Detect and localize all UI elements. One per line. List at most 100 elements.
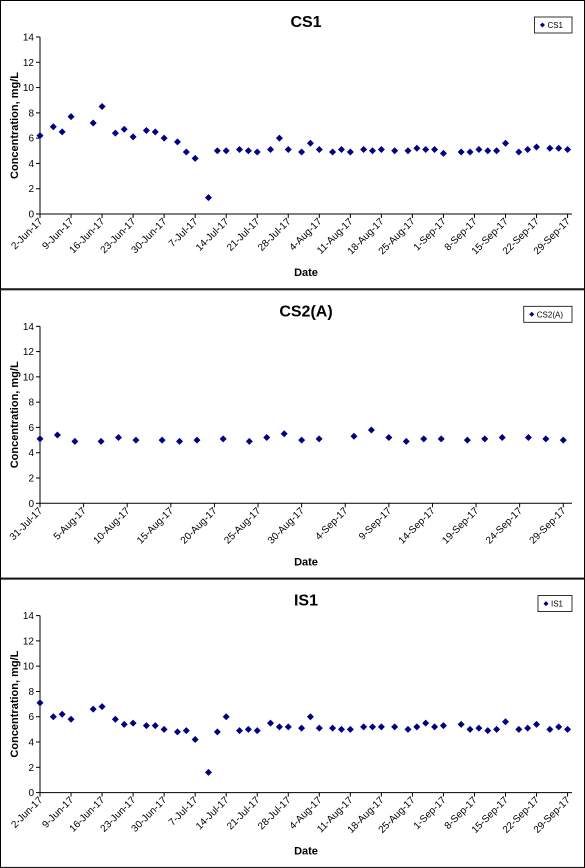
data-point <box>524 146 532 154</box>
y-tick-label: 6 <box>28 712 34 723</box>
data-point <box>98 103 106 111</box>
data-point <box>515 725 523 733</box>
y-tick-label: 8 <box>28 687 34 698</box>
data-point <box>97 437 105 445</box>
data-point <box>360 146 368 154</box>
legend-marker <box>529 311 535 317</box>
panel-border <box>0 578 585 868</box>
data-point <box>367 426 375 434</box>
legend-label: CS2(A) <box>537 310 564 319</box>
data-point <box>219 435 227 443</box>
data-point <box>431 146 439 154</box>
data-point <box>502 718 509 726</box>
data-point <box>114 434 122 442</box>
data-point <box>142 127 150 135</box>
y-tick-label: 0 <box>28 499 34 510</box>
panel-border <box>0 289 585 579</box>
data-point <box>493 147 501 155</box>
data-point <box>173 728 181 736</box>
legend-box <box>534 16 573 34</box>
data-point <box>280 430 288 438</box>
data-point <box>498 434 506 442</box>
data-point <box>182 727 190 735</box>
data-point <box>346 725 354 733</box>
data-point <box>244 147 252 155</box>
data-point <box>533 143 541 151</box>
legend-label: IS1 <box>551 600 564 609</box>
data-point <box>98 703 106 711</box>
y-tick-label: 8 <box>28 398 34 409</box>
data-point <box>253 727 261 735</box>
data-point <box>493 725 501 733</box>
data-point <box>120 125 128 133</box>
data-point <box>173 138 181 146</box>
data-point <box>457 720 465 728</box>
data-point <box>284 146 292 154</box>
y-tick-label: 0 <box>28 788 34 799</box>
data-point <box>275 134 283 142</box>
data-point <box>524 434 532 442</box>
data-point <box>475 724 483 732</box>
data-point <box>475 146 483 154</box>
data-point <box>182 148 190 156</box>
data-point <box>245 437 253 445</box>
data-point <box>142 722 150 730</box>
y-tick-label: 10 <box>23 662 35 673</box>
data-point <box>58 128 66 136</box>
legend-box <box>523 305 573 323</box>
legend-box <box>537 595 573 612</box>
data-point <box>191 154 199 162</box>
data-point <box>564 146 572 154</box>
data-point <box>555 723 563 731</box>
y-tick-label: 6 <box>28 423 34 434</box>
data-point <box>431 723 439 731</box>
data-point <box>36 132 44 140</box>
panel-border <box>0 0 585 290</box>
data-point <box>222 147 230 155</box>
data-point <box>67 113 75 121</box>
data-point <box>515 148 523 156</box>
data-point <box>413 723 421 731</box>
data-point <box>36 699 44 707</box>
data-point <box>193 436 201 444</box>
data-point <box>481 435 489 443</box>
data-point <box>191 736 199 743</box>
data-point <box>404 147 412 155</box>
data-point <box>524 724 532 732</box>
data-point <box>111 715 119 723</box>
data-point <box>53 431 61 439</box>
data-point <box>120 720 128 728</box>
data-point <box>377 723 385 731</box>
data-point <box>391 147 399 155</box>
data-point <box>236 727 243 735</box>
data-point <box>298 148 306 156</box>
data-point <box>36 435 44 443</box>
data-point <box>329 724 337 732</box>
data-point <box>484 727 492 735</box>
data-point <box>160 725 168 733</box>
data-point <box>158 436 166 444</box>
legend-label: CS1 <box>547 21 563 30</box>
y-tick-label: 6 <box>28 134 34 145</box>
data-point <box>404 725 412 733</box>
data-point <box>306 139 314 147</box>
data-point <box>298 436 306 444</box>
data-point <box>267 719 275 727</box>
data-point <box>346 148 354 156</box>
data-point <box>284 723 292 731</box>
data-point <box>315 146 323 154</box>
y-tick-label: 10 <box>23 83 35 94</box>
data-point <box>129 133 137 141</box>
data-point <box>439 722 447 730</box>
data-point <box>559 436 567 444</box>
data-point <box>213 728 221 736</box>
data-point <box>204 768 212 776</box>
data-point <box>315 724 323 732</box>
data-point <box>204 194 212 202</box>
data-point <box>176 437 184 445</box>
data-point <box>49 713 57 721</box>
data-point <box>439 149 447 157</box>
